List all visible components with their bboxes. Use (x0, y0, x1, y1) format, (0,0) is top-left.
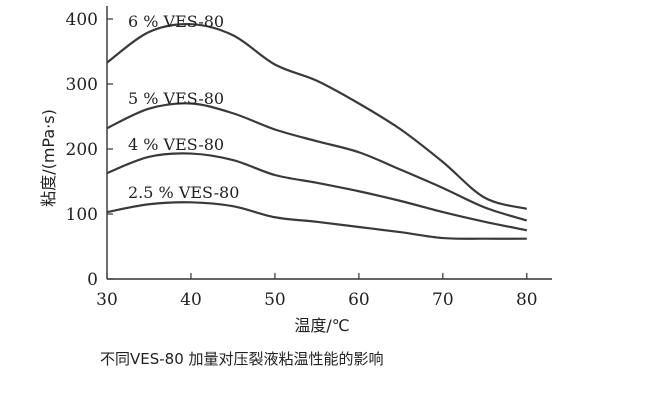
plot-area: 0 100 200 300 400 30 40 50 60 70 80 6 % VES-80 5 %… (66, 6, 552, 310)
y-tick-label: 400 (66, 10, 98, 30)
series-line-3 (106, 201, 527, 240)
series-label: 6 % VES-80 (128, 12, 224, 31)
series-label: 4 % VES-80 (128, 135, 224, 154)
y-ticks: 0 100 200 300 400 (66, 10, 113, 290)
y-tick-label: 100 (66, 205, 98, 225)
x-ticks: 30 40 50 60 70 80 (96, 273, 538, 310)
y-tick-label: 300 (66, 75, 98, 95)
x-tick-label: 80 (516, 290, 538, 310)
series-label: 2.5 % VES-80 (128, 183, 239, 202)
series-line-0 (106, 23, 528, 210)
figure-caption: 不同VES-80 加量对压裂液粘温性能的影响 (100, 350, 384, 368)
x-tick-label: 40 (180, 290, 202, 310)
x-tick-label: 70 (432, 290, 454, 310)
series-line-1 (106, 102, 528, 222)
series-lines: 6 % VES-80 5 % VES-80 4 % VES-80 2.5 % VES-… (106, 12, 528, 240)
series-label: 5 % VES-80 (128, 89, 224, 108)
x-axis-title: 温度/℃ (294, 316, 349, 335)
x-tick-label: 50 (264, 290, 286, 310)
x-tick-label: 30 (96, 290, 118, 310)
y-tick-label: 200 (66, 140, 98, 160)
x-tick-label: 60 (348, 290, 370, 310)
series-line-2 (106, 152, 528, 232)
y-axis-title: 粘度/(mPa·s) (39, 109, 58, 207)
y-tick-label: 0 (87, 270, 98, 290)
